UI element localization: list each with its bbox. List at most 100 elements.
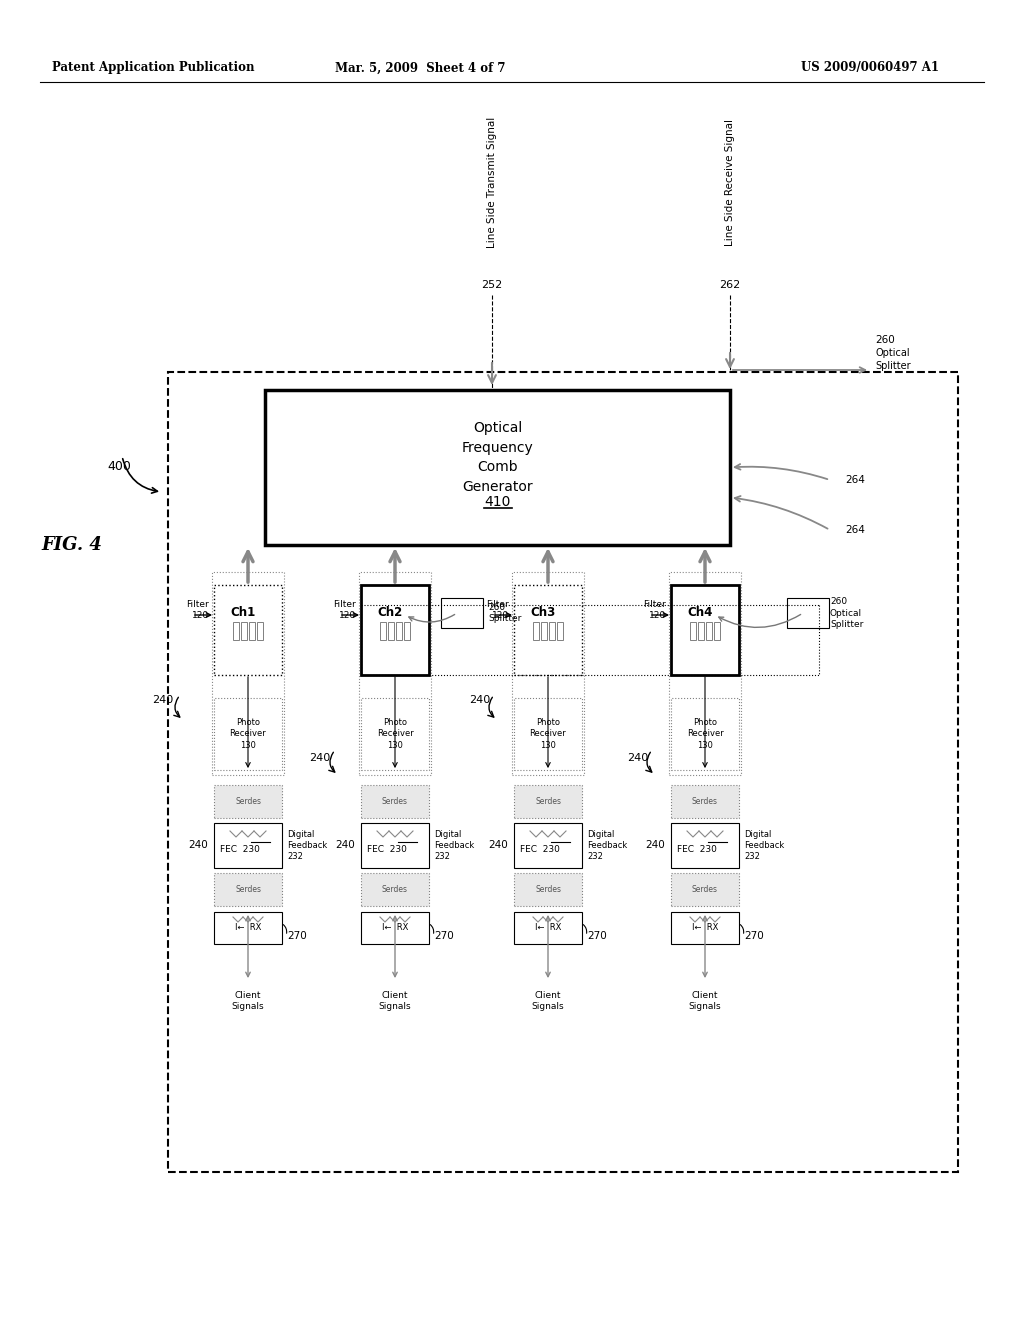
Text: Patent Application Publication: Patent Application Publication [52,62,255,74]
Text: 240: 240 [188,841,208,850]
Bar [214,785,282,818]
Bar [514,698,582,770]
Text: 240: 240 [488,841,508,850]
Text: Filter
120: Filter 120 [486,601,509,620]
Bar [671,785,739,818]
Text: 252: 252 [481,280,503,290]
Text: Ch2: Ch2 [378,606,402,619]
Bar [359,572,431,775]
Text: Filter
120: Filter 120 [643,601,666,620]
Text: 264: 264 [845,525,865,535]
Text: I←  RX: I← RX [535,924,561,932]
Text: 260: 260 [874,335,895,345]
Text: Client
Signals: Client Signals [231,991,264,1011]
Text: 240: 240 [309,752,330,763]
Text: 400: 400 [106,461,131,474]
Text: FEC  230: FEC 230 [677,845,717,854]
Text: 240: 240 [152,696,173,705]
Bar [541,622,547,640]
Bar [671,585,739,675]
Bar [361,585,429,675]
Text: FIG. 4: FIG. 4 [42,536,102,554]
Bar [212,572,284,775]
Bar [361,785,429,818]
Text: 260
Splitter: 260 Splitter [488,603,521,623]
Bar [214,585,282,675]
Bar [706,622,712,640]
Bar [361,822,429,869]
Text: Optical: Optical [874,348,909,358]
Bar [233,622,239,640]
Text: Client
Signals: Client Signals [379,991,412,1011]
Bar [514,585,582,675]
Bar [404,622,410,640]
Bar [671,698,739,770]
Bar [214,822,282,869]
Text: Client
Signals: Client Signals [531,991,564,1011]
Text: Digital
Feedback
232: Digital Feedback 232 [434,830,474,861]
Text: Serdes: Serdes [382,884,408,894]
Bar [557,622,563,640]
Text: Filter
120: Filter 120 [333,601,356,620]
Bar [671,822,739,869]
Bar [214,912,282,944]
Bar [241,622,247,640]
Text: I←  RX: I← RX [234,924,261,932]
Text: Mar. 5, 2009  Sheet 4 of 7: Mar. 5, 2009 Sheet 4 of 7 [335,62,505,74]
Bar [380,622,386,640]
Text: Photo
Receiver
130: Photo Receiver 130 [529,718,566,750]
Text: Serdes: Serdes [234,797,261,807]
Text: Serdes: Serdes [692,884,718,894]
Bar [669,572,741,775]
Bar [787,598,829,628]
Bar [671,873,739,906]
Text: Digital
Feedback
232: Digital Feedback 232 [587,830,628,861]
Text: 240: 240 [627,752,648,763]
Bar [214,698,282,770]
Bar [265,389,730,545]
Bar [441,598,483,628]
Text: Photo
Receiver
130: Photo Receiver 130 [377,718,414,750]
Bar [512,572,584,775]
Text: 270: 270 [587,931,607,941]
Text: Serdes: Serdes [535,797,561,807]
Bar [514,912,582,944]
Text: 270: 270 [287,931,307,941]
Text: FEC  230: FEC 230 [367,845,407,854]
Text: 240: 240 [645,841,665,850]
Bar [671,912,739,944]
Text: 262: 262 [720,280,740,290]
Text: FEC  230: FEC 230 [520,845,560,854]
Text: 270: 270 [744,931,764,941]
Text: Serdes: Serdes [382,797,408,807]
Text: I←  RX: I← RX [382,924,409,932]
Text: 240: 240 [335,841,355,850]
Bar [361,912,429,944]
Text: Splitter: Splitter [874,360,910,371]
Text: Ch1: Ch1 [230,606,256,619]
Text: 410: 410 [484,495,511,510]
Text: Line Side Transmit Signal: Line Side Transmit Signal [487,116,497,248]
Text: 264: 264 [845,475,865,484]
Text: Digital
Feedback
232: Digital Feedback 232 [744,830,784,861]
Bar [214,873,282,906]
Text: Serdes: Serdes [692,797,718,807]
Text: Line Side Receive Signal: Line Side Receive Signal [725,119,735,246]
Bar [361,873,429,906]
Bar [514,873,582,906]
Text: Ch3: Ch3 [530,606,556,619]
Text: US 2009/0060497 A1: US 2009/0060497 A1 [801,62,939,74]
Bar [714,622,720,640]
Text: Filter
120: Filter 120 [186,601,209,620]
Bar [514,785,582,818]
Bar [249,622,255,640]
Bar [168,372,958,1172]
Bar [514,822,582,869]
Text: 260
Optical
Splitter: 260 Optical Splitter [830,598,863,628]
Bar [549,622,555,640]
Text: Client
Signals: Client Signals [689,991,721,1011]
Text: 240: 240 [469,696,490,705]
Bar [690,622,696,640]
Text: Digital
Feedback
232: Digital Feedback 232 [287,830,328,861]
Text: Optical
Frequency
Comb
Generator: Optical Frequency Comb Generator [462,421,534,494]
